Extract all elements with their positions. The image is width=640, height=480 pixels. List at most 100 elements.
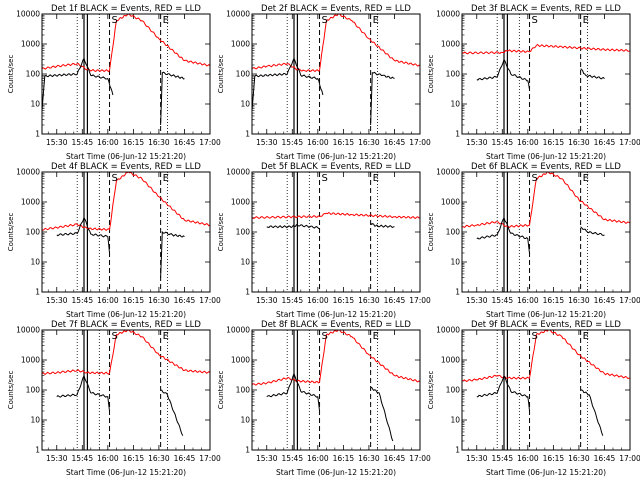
lld-series-line	[252, 14, 420, 73]
events-series-line	[266, 372, 320, 412]
x-tick-label: 17:00	[199, 296, 221, 305]
x-tick-label: 16:30	[358, 454, 380, 463]
marker-label: E	[373, 331, 379, 342]
x-tick-label: 15:45	[71, 454, 93, 463]
plot-frame	[41, 13, 211, 135]
plot-frame	[41, 171, 211, 293]
y-axis-label: Counts/sec	[427, 213, 435, 252]
marker-label: S	[532, 331, 538, 342]
y-axis-label: Counts/sec	[7, 55, 15, 94]
y-tick-label: 100	[446, 386, 461, 395]
plot-frame	[251, 329, 421, 451]
panel-title: Det 1f BLACK = Events, RED = LLD	[51, 4, 201, 14]
y-tick-label: 10	[30, 416, 40, 425]
x-tick-label: 15:45	[491, 454, 513, 463]
x-tick-label: 15:30	[256, 296, 278, 305]
marker-label: E	[373, 173, 379, 184]
y-axis-label: Counts/sec	[7, 213, 15, 252]
x-axis-label: Start Time (06-Jun-12 15:21:20)	[276, 310, 396, 319]
y-tick-label: 10000	[16, 10, 40, 19]
y-tick-label: 100	[236, 70, 251, 79]
x-tick-label: 15:45	[491, 138, 513, 147]
lld-series-line	[462, 172, 630, 229]
x-tick-label: 16:15	[333, 454, 355, 463]
events-series-line	[160, 389, 184, 436]
detector-panel: Det 1f BLACK = Events, RED = LLD Counts/s…	[7, 4, 221, 161]
x-tick-label: 16:45	[384, 296, 406, 305]
x-tick-label: 15:30	[466, 138, 488, 147]
marker-label: S	[322, 331, 328, 342]
panel-title: Det 8f BLACK = Events, RED = LLD	[261, 320, 411, 330]
y-tick-label: 1000	[231, 198, 250, 207]
y-tick-label: 10000	[16, 326, 40, 335]
x-tick-label: 15:45	[491, 296, 513, 305]
marker-label: S	[112, 15, 118, 26]
detector-panel: Det 2f BLACK = Events, RED = LLD Counts/s…	[217, 4, 431, 161]
x-tick-label: 15:45	[71, 138, 93, 147]
marker-label: S	[532, 15, 538, 26]
x-tick-label: 16:15	[543, 454, 565, 463]
x-tick-label: 16:00	[517, 138, 539, 147]
x-tick-label: 16:15	[333, 296, 355, 305]
y-tick-label: 1000	[21, 356, 40, 365]
y-tick-label: 1	[455, 130, 460, 139]
x-tick-label: 16:15	[123, 454, 145, 463]
lld-series-line	[462, 43, 630, 55]
x-tick-label: 15:45	[71, 296, 93, 305]
plot-frame	[41, 329, 211, 451]
y-axis-label: Counts/sec	[217, 55, 225, 94]
y-tick-label: 1000	[231, 40, 250, 49]
x-tick-label: 16:00	[97, 296, 119, 305]
y-tick-label: 1	[35, 130, 40, 139]
y-tick-label: 1	[245, 130, 250, 139]
events-series-line	[160, 71, 185, 126]
x-tick-label: 16:30	[358, 296, 380, 305]
x-tick-label: 16:15	[543, 296, 565, 305]
x-tick-label: 17:00	[409, 296, 431, 305]
events-series-line	[160, 230, 185, 278]
y-tick-label: 1000	[21, 40, 40, 49]
x-tick-label: 17:00	[619, 454, 640, 463]
y-tick-label: 1	[245, 288, 250, 297]
x-tick-label: 15:30	[46, 138, 68, 147]
x-tick-label: 16:45	[174, 296, 196, 305]
y-axis-label: Counts/sec	[217, 371, 225, 410]
events-series-line	[476, 58, 530, 90]
x-tick-label: 17:00	[199, 138, 221, 147]
x-axis-label: Start Time (06-Jun-12 15:21:20)	[276, 152, 396, 161]
events-series-line	[476, 374, 530, 412]
events-series-line	[370, 386, 394, 442]
y-axis-label: Counts/sec	[217, 213, 225, 252]
y-tick-label: 10	[450, 416, 460, 425]
x-axis-label: Start Time (06-Jun-12 15:21:20)	[486, 310, 606, 319]
marker-label: E	[373, 15, 379, 26]
y-tick-label: 1000	[441, 198, 460, 207]
marker-label: S	[322, 15, 328, 26]
x-tick-label: 16:30	[568, 454, 590, 463]
x-tick-label: 17:00	[409, 454, 431, 463]
marker-label: S	[112, 331, 118, 342]
detector-panel: Det 7f BLACK = Events, RED = LLD Counts/s…	[7, 320, 221, 477]
lld-series-line	[252, 330, 420, 386]
x-tick-label: 16:45	[384, 454, 406, 463]
x-axis-label: Start Time (06-Jun-12 15:21:20)	[66, 152, 186, 161]
x-tick-label: 16:30	[148, 138, 170, 147]
x-axis-label: Start Time (06-Jun-12 15:21:20)	[276, 468, 396, 477]
detector-panel: Det 3f BLACK = Events, RED = LLD Counts/s…	[427, 4, 640, 161]
y-tick-label: 1000	[21, 198, 40, 207]
y-tick-label: 1	[455, 446, 460, 455]
lld-series-line	[42, 330, 210, 375]
panel-title: Det 7f BLACK = Events, RED = LLD	[51, 320, 201, 330]
panel-title: Det 3f BLACK = Events, RED = LLD	[471, 4, 621, 14]
panel-title: Det 4f BLACK = Events, RED = LLD	[51, 162, 201, 172]
x-tick-label: 16:00	[517, 454, 539, 463]
plot-frame	[251, 13, 421, 135]
x-tick-label: 16:45	[594, 296, 616, 305]
x-tick-label: 17:00	[199, 454, 221, 463]
marker-label: E	[163, 15, 169, 26]
x-tick-label: 16:30	[148, 454, 170, 463]
events-series-line	[56, 374, 110, 412]
y-axis-label: Counts/sec	[7, 371, 15, 410]
marker-label: E	[583, 15, 589, 26]
y-tick-label: 10	[240, 258, 250, 267]
